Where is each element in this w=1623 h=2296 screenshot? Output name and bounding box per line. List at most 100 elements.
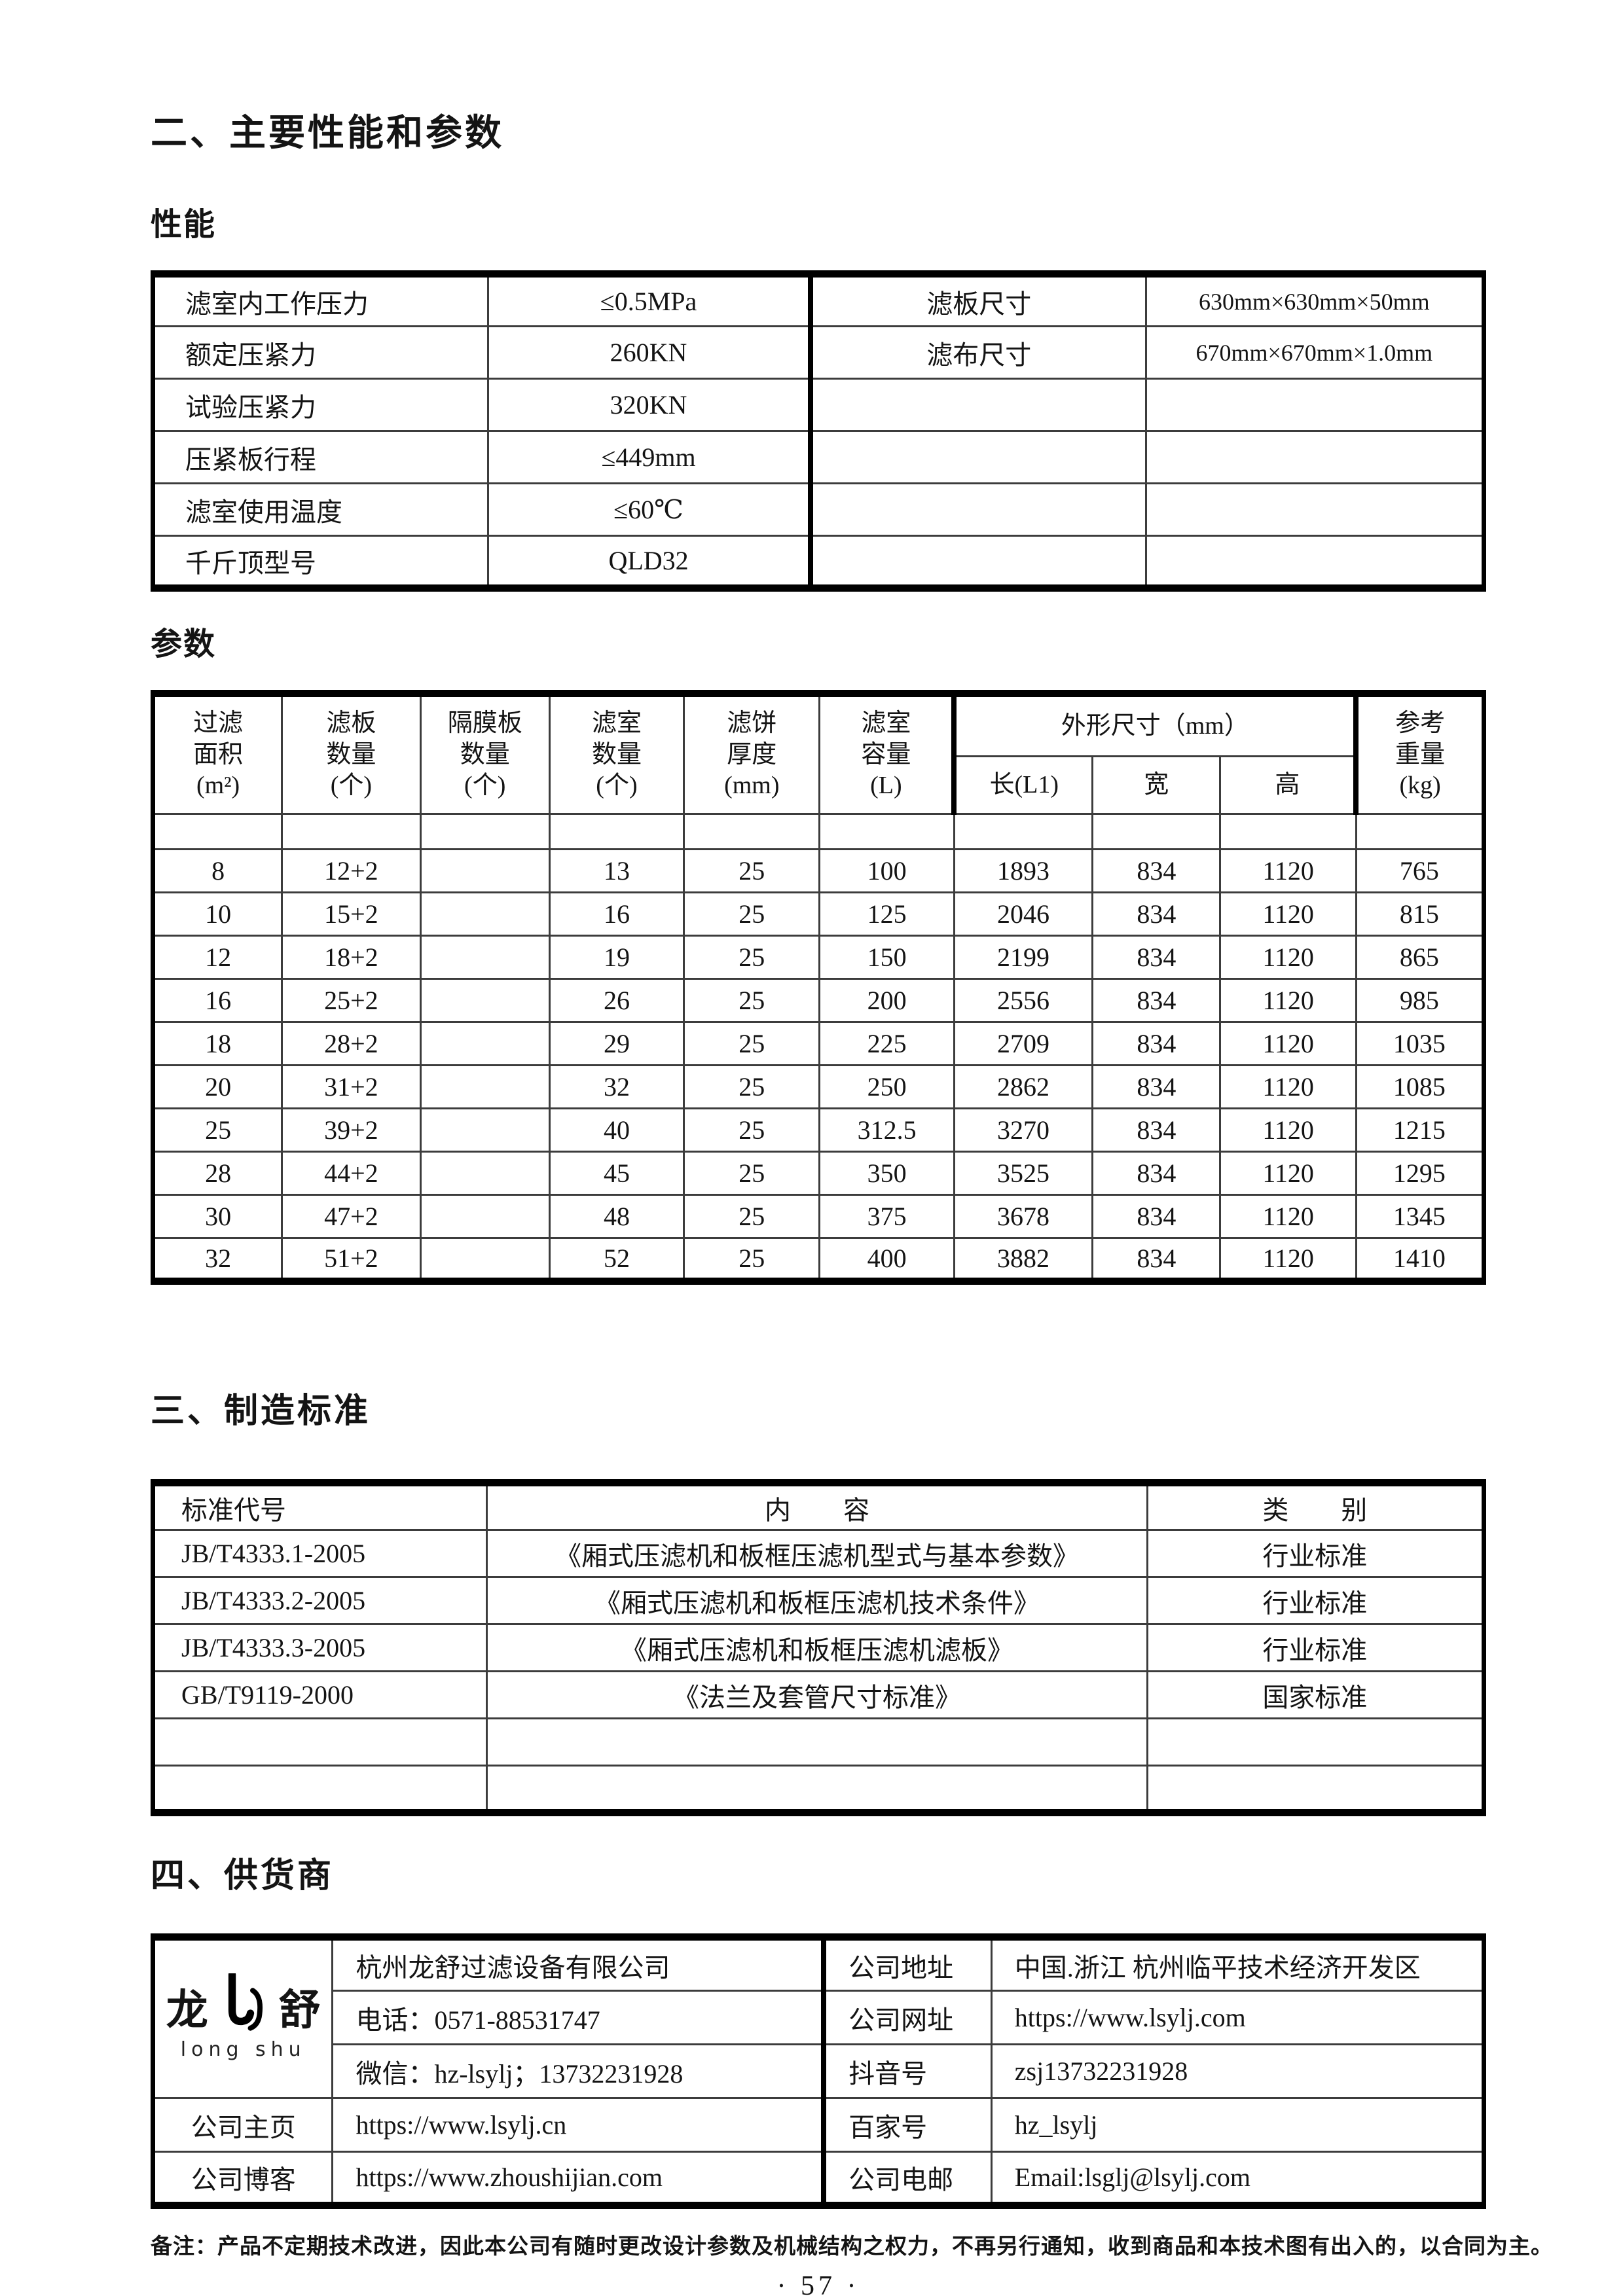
table-cell xyxy=(419,1194,551,1239)
table-cell: 1215 xyxy=(1355,1107,1486,1153)
table-cell: 1035 xyxy=(1355,1021,1486,1066)
table-cell xyxy=(809,535,1147,589)
table-cell: 压紧板行程 xyxy=(151,430,490,484)
empty-cell xyxy=(548,813,685,850)
page-number: · 57 · xyxy=(776,2271,860,2296)
table-cell: 25 xyxy=(683,1194,821,1239)
table-cell: 834 xyxy=(1091,1194,1222,1239)
empty-cell xyxy=(1355,813,1486,850)
table-cell: 834 xyxy=(1091,1064,1222,1109)
parameter-header-row: 过滤 面积 (m²) 滤板 数量 (个) 隔膜板 数量 (个) 滤室 数量 (个… xyxy=(151,692,1486,815)
table-cell: 29 xyxy=(548,1021,685,1066)
table-row: 28 44+2 45 25 350 3525 834 1120 1295 xyxy=(151,1151,1486,1196)
col-header-cake-thickness: 滤饼 厚度 (mm) xyxy=(683,692,821,815)
standards-table: 标准代号 内 容 类 别 JB/T4333.1-2005 《厢式压滤机和板框压滤机… xyxy=(151,1479,1486,1816)
table-cell xyxy=(419,1107,551,1153)
empty-row xyxy=(151,813,1486,850)
col-header-length: 长(L1) xyxy=(951,755,1094,815)
empty-cell xyxy=(1219,813,1357,850)
table-cell: 1410 xyxy=(1355,1237,1486,1282)
supplier-table: 龙 舒 long shu 杭州龙舒过滤设备有限公司 公司地址 中国.浙江 杭州临… xyxy=(151,1933,1486,2209)
table-cell: 45 xyxy=(548,1151,685,1196)
table-cell: 834 xyxy=(1091,1107,1222,1153)
logo-char-long: 龙 xyxy=(166,1987,208,2034)
table-cell: 1120 xyxy=(1219,848,1357,893)
parameter-table: 过滤 面积 (m²) 滤板 数量 (个) 隔膜板 数量 (个) 滤室 数量 (个… xyxy=(151,690,1486,1285)
table-cell: 312.5 xyxy=(818,1107,955,1153)
table-cell: 834 xyxy=(1091,978,1222,1023)
table-cell: 3270 xyxy=(953,1107,1094,1153)
table-row: 8 12+2 13 25 100 1893 834 1120 765 xyxy=(151,848,1486,893)
table-row: 10 15+2 16 25 125 2046 834 1120 815 xyxy=(151,891,1486,937)
table-cell: 2046 xyxy=(953,891,1094,937)
empty-cell xyxy=(281,813,422,850)
table-cell: 1120 xyxy=(1219,1064,1357,1109)
table-cell xyxy=(486,1717,1148,1767)
table-cell: 10 xyxy=(151,891,283,937)
col-header-standard-code: 标准代号 xyxy=(151,1482,488,1531)
col-header-ref-weight: 参考 重量 (kg) xyxy=(1355,692,1486,815)
table-cell: 125 xyxy=(818,891,955,937)
table-cell: 2556 xyxy=(953,978,1094,1023)
empty-cell xyxy=(818,813,955,850)
table-cell: 3678 xyxy=(953,1194,1094,1239)
table-cell: 260KN xyxy=(487,325,813,380)
table-row: 电话：0571-88531747 公司网址 https://www.lsylj.… xyxy=(153,1990,1486,2045)
table-cell: 《厢式压滤机和板框压滤机技术条件》 xyxy=(486,1576,1148,1625)
table-row xyxy=(151,1717,1486,1767)
logo-wordmark: 龙 舒 xyxy=(155,1973,331,2037)
table-cell: 670mm×670mm×1.0mm xyxy=(1144,325,1486,380)
label-baijia: 百家号 xyxy=(822,2097,993,2153)
empty-cell xyxy=(151,813,283,850)
table-row: 额定压紧力 260KN 滤布尺寸 670mm×670mm×1.0mm xyxy=(151,325,1486,380)
table-cell: 《厢式压滤机和板框压滤机型式与基本参数》 xyxy=(486,1529,1148,1578)
table-cell: 28 xyxy=(151,1151,283,1196)
footer-note: 备注：产品不定期技术改进，因此本公司有随时更改设计参数及机械结构之权力，不再另行… xyxy=(151,2235,1553,2259)
table-cell: 630mm×630mm×50mm xyxy=(1144,273,1486,327)
table-cell xyxy=(419,1021,551,1066)
table-row: 压紧板行程 ≤449mm xyxy=(151,430,1486,484)
table-cell: 25 xyxy=(683,1237,821,1282)
table-row: 滤室使用温度 ≤60℃ xyxy=(151,482,1486,537)
col-header-plate-count: 滤板 数量 (个) xyxy=(281,692,422,815)
table-row: JB/T4333.1-2005 《厢式压滤机和板框压滤机型式与基本参数》 行业标准 xyxy=(151,1529,1486,1578)
table-cell: 18 xyxy=(151,1021,283,1066)
double-hook-logo-icon xyxy=(228,1973,263,2031)
table-row: 18 28+2 29 25 225 2709 834 1120 1035 xyxy=(151,1021,1486,1066)
table-cell: 25 xyxy=(683,891,821,937)
table-cell: JB/T4333.2-2005 xyxy=(151,1576,488,1625)
table-cell: GB/T9119-2000 xyxy=(151,1670,488,1719)
company-name: 杭州龙舒过滤设备有限公司 xyxy=(331,1936,827,1992)
company-address: 中国.浙江 杭州临平技术经济开发区 xyxy=(990,1936,1486,1992)
table-row: 20 31+2 32 25 250 2862 834 1120 1085 xyxy=(151,1064,1486,1109)
table-cell: 行业标准 xyxy=(1146,1623,1486,1672)
table-cell xyxy=(809,378,1147,432)
table-cell: 25 xyxy=(683,1021,821,1066)
section-supplier-title: 四、供货商 xyxy=(151,1857,335,1895)
label-homepage: 公司主页 xyxy=(151,2097,334,2153)
table-cell: 834 xyxy=(1091,848,1222,893)
table-row: 千斤顶型号 QLD32 xyxy=(151,535,1486,589)
table-row: JB/T4333.2-2005 《厢式压滤机和板框压滤机技术条件》 行业标准 xyxy=(151,1576,1486,1625)
table-cell: 《厢式压滤机和板框压滤机滤板》 xyxy=(486,1623,1148,1672)
table-cell: 3525 xyxy=(953,1151,1094,1196)
table-cell: 20 xyxy=(151,1064,283,1109)
table-cell: 滤板尺寸 xyxy=(809,273,1147,327)
table-row: 30 47+2 48 25 375 3678 834 1120 1345 xyxy=(151,1194,1486,1239)
table-cell: 225 xyxy=(818,1021,955,1066)
col-header-dimensions-group: 外形尺寸（mm） xyxy=(951,692,1359,757)
table-row: 25 39+2 40 25 312.5 3270 834 1120 1215 xyxy=(151,1107,1486,1153)
table-cell: 1085 xyxy=(1355,1064,1486,1109)
table-cell: 1120 xyxy=(1219,1107,1357,1153)
parameter-table-body: 8 12+2 13 25 100 1893 834 1120 765 10 15+2 16 25 125 2… xyxy=(151,813,1486,1282)
table-row: 12 18+2 19 25 150 2199 834 1120 865 xyxy=(151,935,1486,980)
table-cell: 25 xyxy=(683,1151,821,1196)
table-cell: 1120 xyxy=(1219,978,1357,1023)
table-cell: ≤449mm xyxy=(487,430,813,484)
table-cell: 2199 xyxy=(953,935,1094,980)
table-cell: 《法兰及套管尺寸标准》 xyxy=(486,1670,1148,1719)
empty-cell xyxy=(953,813,1094,850)
label-blog: 公司博客 xyxy=(151,2151,334,2206)
table-cell: 25 xyxy=(683,848,821,893)
label-email: 公司电邮 xyxy=(822,2151,993,2206)
